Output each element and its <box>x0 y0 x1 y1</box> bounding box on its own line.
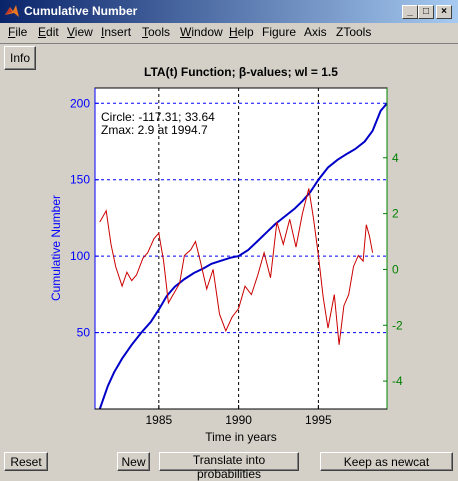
matlab-icon <box>5 5 19 17</box>
right-y-tick-label: 2 <box>392 207 399 221</box>
left-y-tick-label: 100 <box>70 249 90 263</box>
close-button[interactable]: × <box>436 5 452 19</box>
keep-as-newcat-button[interactable]: Keep as newcat <box>320 452 453 471</box>
zmax-annotation: Zmax: 2.9 at 1994.7 <box>101 123 208 137</box>
x-tick-label: 1985 <box>145 413 172 427</box>
menu-tools[interactable]: Tools <box>142 25 171 39</box>
left-y-tick-label: 200 <box>70 96 90 110</box>
new-button[interactable]: New <box>117 452 150 471</box>
plot-area <box>94 87 388 410</box>
right-y-tick-label: -4 <box>392 374 403 388</box>
menu-window[interactable]: Window <box>180 25 223 39</box>
minimize-button[interactable]: _ <box>402 5 418 19</box>
menu-figure[interactable]: Figure <box>262 25 297 39</box>
info-button[interactable]: Info <box>4 46 36 70</box>
menu-bar: File Edit View Insert Tools Window Help … <box>0 23 458 41</box>
right-y-tick-label: -2 <box>392 318 403 332</box>
menu-edit[interactable]: Edit <box>38 25 59 39</box>
x-tick-label: 1990 <box>225 413 252 427</box>
figure-area <box>0 43 458 477</box>
reset-button[interactable]: Reset <box>4 452 48 471</box>
menu-file[interactable]: File <box>8 25 28 39</box>
grid-lines <box>95 88 387 409</box>
menu-help[interactable]: Help <box>229 25 254 39</box>
circle-annotation: Circle: -117.31; 33.64 <box>101 110 215 124</box>
x-tick-label: 1995 <box>305 413 332 427</box>
lta-function-line <box>99 188 374 345</box>
left-y-tick-label: 150 <box>70 173 90 187</box>
y-axis-label: Cumulative Number <box>49 195 63 301</box>
menu-axis[interactable]: Axis <box>304 25 327 39</box>
menu-ztools[interactable]: ZTools <box>336 25 372 39</box>
translate-probabilities-button[interactable]: Translate into probabilities <box>159 452 299 481</box>
x-axis-label: Time in years <box>205 430 277 444</box>
window-titlebar: Cumulative Number _ □ × <box>0 0 458 23</box>
right-y-tick-label: 4 <box>392 151 399 165</box>
maximize-button[interactable]: □ <box>418 5 434 19</box>
left-y-tick-label: 50 <box>77 326 91 340</box>
right-y-tick-label: 0 <box>392 262 399 276</box>
chart-title: LTA(t) Function; β-values; wl = 1.5 <box>144 65 338 79</box>
series-lines <box>98 102 388 410</box>
menu-insert[interactable]: Insert <box>101 25 132 39</box>
menu-view[interactable]: View <box>67 25 93 39</box>
cumulative-number-line <box>98 102 388 410</box>
axis-ticks: 1985 1990 1995 50 100 150 200 -4 -2 0 2 4 <box>70 96 403 427</box>
window-title: Cumulative Number <box>24 4 138 18</box>
